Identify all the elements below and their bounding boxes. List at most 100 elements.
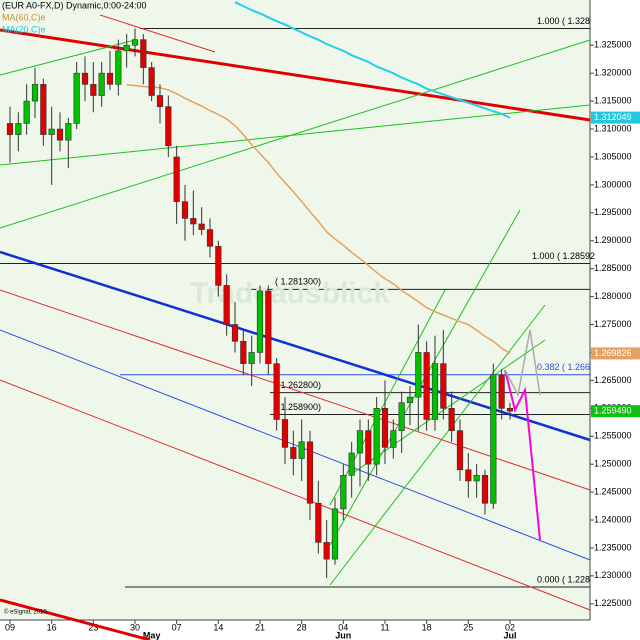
- x-tick-label: 30: [130, 622, 140, 632]
- candle-body: [390, 430, 397, 448]
- candle-body: [198, 223, 205, 230]
- copyright: © eSignal, 2010: [4, 609, 47, 616]
- candle-body: [131, 39, 139, 46]
- y-tick-label: 1.265000: [594, 375, 632, 385]
- y-tick-label: 1.310000: [594, 123, 632, 133]
- candle-body: [6, 123, 14, 135]
- candle-body: [223, 285, 230, 325]
- x-tick-label: 23: [88, 622, 98, 632]
- candle-body: [440, 363, 447, 409]
- candle-body: [398, 402, 405, 431]
- level-label: 0.000 ( 1.228: [537, 574, 590, 584]
- trendline: [99, 14, 216, 53]
- y-tick-label: 1.285000: [594, 263, 632, 273]
- candle-body: [498, 374, 505, 409]
- candle-body: [181, 201, 189, 219]
- candle-body: [473, 475, 480, 482]
- candle-body: [331, 508, 339, 560]
- axis-background: [0, 620, 590, 640]
- x-tick-label: 02: [505, 622, 515, 632]
- chart-title: (EUR A0-FX,D) Dynamic,0:00-24:00: [2, 0, 147, 10]
- candle-body: [98, 72, 105, 96]
- candle-body: [148, 67, 155, 96]
- price-tag: [591, 405, 640, 418]
- level-label: 0.382 ( 1.266: [537, 362, 590, 372]
- candle-body: [56, 128, 64, 141]
- level-label: 1.000 ( 1.328: [537, 16, 590, 26]
- level-label: ( 1.262800): [275, 380, 321, 390]
- y-tick-label: 1.320000: [594, 68, 632, 78]
- candle-body: [481, 475, 489, 504]
- price-tag: [591, 111, 640, 124]
- trendline: [0, 39, 136, 76]
- x-tick-label: 16: [47, 622, 57, 632]
- candle-body: [106, 72, 114, 85]
- candle-body: [90, 84, 97, 96]
- x-tick-label: 07: [172, 622, 182, 632]
- candle-body: [456, 430, 464, 471]
- y-tick-label: 1.245000: [594, 486, 632, 496]
- candle-body: [490, 374, 497, 504]
- moving-average: [234, 1, 511, 119]
- candle-body: [348, 452, 355, 476]
- price-tag-label: 1.312049: [594, 112, 632, 122]
- trendline: [349, 339, 546, 476]
- trendline: [0, 598, 151, 640]
- candle-body: [448, 408, 455, 431]
- watermark: Tradeausblick: [190, 277, 390, 310]
- candle-body: [173, 156, 180, 202]
- y-tick-label: 1.300000: [594, 179, 632, 189]
- projection: [504, 369, 541, 541]
- candle-body: [356, 430, 364, 454]
- candle-body: [423, 352, 430, 420]
- candle-body: [48, 128, 55, 135]
- candle-body: [323, 542, 330, 560]
- month-label: Jun: [335, 630, 351, 640]
- candle-body: [365, 430, 372, 465]
- trendline: [0, 39, 591, 229]
- candle-body: [215, 246, 222, 286]
- indicator-label: MA(20,C)e: [2, 24, 46, 34]
- y-tick-label: 1.295000: [594, 207, 632, 217]
- y-tick-label: 1.230000: [594, 570, 632, 580]
- candle-body: [381, 408, 389, 448]
- candle-body: [265, 290, 272, 364]
- candle-body: [306, 441, 314, 504]
- candle-body: [165, 106, 172, 147]
- plot-background: [0, 0, 590, 620]
- level-label: 1.000 ( 1.28592: [532, 251, 595, 261]
- trendline: [0, 28, 591, 122]
- level-label: ( 1.258900): [275, 402, 321, 412]
- y-tick-label: 1.250000: [594, 459, 632, 469]
- y-tick-label: 1.235000: [594, 542, 632, 552]
- candle-body: [290, 447, 297, 459]
- x-tick-label: 09: [5, 622, 15, 632]
- y-tick-label: 1.225000: [594, 598, 632, 608]
- x-tick-label: 28: [297, 622, 307, 632]
- candle-body: [123, 44, 130, 52]
- x-tick-label: 18: [422, 622, 432, 632]
- level-label: ( 1.281300): [275, 277, 321, 287]
- candle-body: [190, 218, 197, 225]
- y-tick-label: 1.240000: [594, 514, 632, 524]
- month-label: May: [143, 630, 161, 640]
- x-tick-label: 21: [255, 622, 265, 632]
- candle-body: [73, 72, 80, 124]
- x-tick-label: 04: [338, 622, 348, 632]
- y-tick-label: 1.325000: [594, 40, 632, 50]
- candle-body: [206, 229, 214, 247]
- candle-body: [31, 84, 39, 102]
- trendline: [0, 104, 591, 166]
- x-tick-label: 11: [380, 622, 389, 632]
- candle-body: [340, 475, 347, 510]
- candle-body: [373, 408, 380, 465]
- trendline: [329, 304, 546, 586]
- moving-average: [126, 84, 511, 355]
- month-label: Jul: [503, 630, 516, 640]
- x-tick-label: 25: [463, 622, 473, 632]
- axis-background: [590, 0, 640, 640]
- candle-body: [23, 100, 30, 124]
- candle-body: [298, 441, 305, 459]
- price-tag-label: 1.259490: [594, 406, 632, 416]
